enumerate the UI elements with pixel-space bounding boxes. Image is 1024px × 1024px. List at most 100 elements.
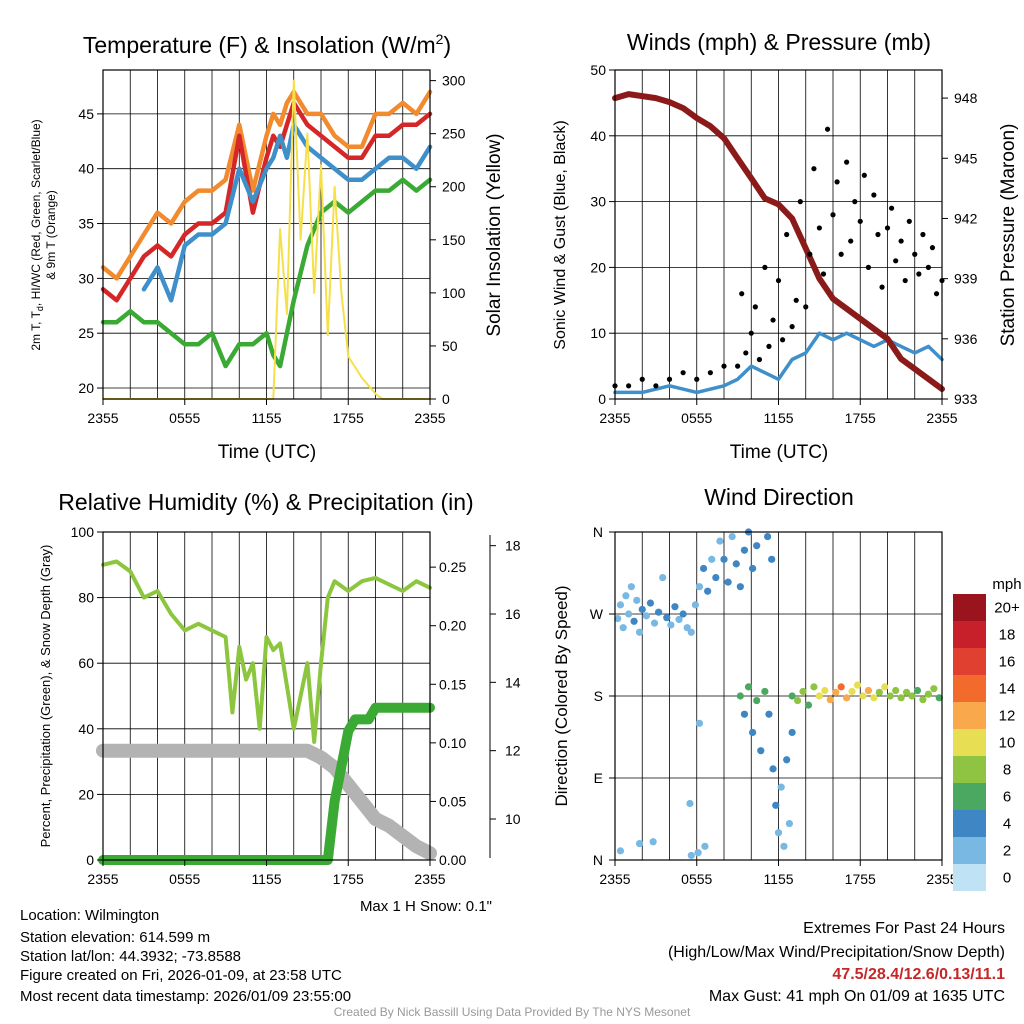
gust-point [707, 370, 713, 376]
gust-point [884, 225, 891, 231]
legend-label: 20+ [994, 600, 1020, 617]
legend-swatch [953, 648, 986, 675]
snow-depth-tick-label: 12 [505, 743, 521, 759]
direction-point [650, 619, 659, 627]
legend-label: 12 [999, 708, 1016, 725]
precip-ytick-label: 0.10 [439, 735, 466, 751]
direction-point [655, 608, 663, 616]
pressure-ytick-label: 936 [954, 331, 978, 347]
direction-point [793, 696, 802, 705]
direction-point [732, 560, 740, 568]
winds-panel: Winds (mph) & Pressure (mb) 0 10 20 30 40 50 9… [552, 29, 1019, 463]
speed-legend: 20+ 18 16 14 12 10 8 6 4 2 0 [953, 594, 1020, 891]
direction-point [753, 542, 761, 550]
gust-point [807, 251, 813, 257]
direction-point [744, 683, 753, 691]
direction-point [675, 615, 683, 624]
humidity-xtick-label: 2355 [87, 871, 118, 887]
wind-direction-xtick-label: 1755 [845, 871, 876, 887]
temperature-ytick-label: 45 [78, 106, 94, 122]
humidity-ytick-label: 20 [78, 786, 94, 802]
direction-point [799, 687, 807, 696]
direction-point [691, 601, 699, 609]
gust-point [775, 277, 782, 284]
precip-ytick-label: 0.05 [439, 793, 466, 809]
wind-direction-ytick-label: E [594, 770, 603, 786]
humidity-panel: Relative Humidity (%) & Precipitation (i… [38, 489, 521, 915]
legend-swatch [953, 594, 986, 621]
direction-point [826, 696, 834, 704]
extremes-subtitle: (High/Low/Max Wind/Precipitation/Snow De… [667, 944, 1005, 961]
pressure-ytick-label: 945 [954, 150, 978, 166]
snow-note: Max 1 H Snow: 0.1" [360, 898, 492, 915]
series-relative-humidity [101, 559, 432, 744]
gust-point [793, 297, 799, 303]
direction-point [667, 621, 675, 629]
direction-point [821, 686, 829, 695]
wind-direction-ytick-label: S [594, 688, 603, 704]
gust-point [898, 238, 904, 244]
info-latlon: Station lat/lon: 44.3932; -73.8588 [20, 948, 242, 965]
gust-point [797, 199, 803, 205]
legend-swatch [953, 702, 986, 729]
gust-point [834, 179, 840, 185]
direction-point [930, 685, 938, 693]
humidity-ylabel: Percent, Precipitation (Green), & Snow D… [38, 545, 53, 848]
legend-swatch [953, 675, 986, 702]
direction-point [837, 683, 845, 691]
direction-point [627, 583, 635, 591]
direction-point [663, 614, 671, 622]
direction-point [686, 799, 694, 808]
direction-point [753, 696, 761, 705]
gust-point [789, 324, 795, 330]
direction-point [757, 747, 765, 755]
precip-ytick-label: 0.00 [439, 852, 466, 868]
extremes-values: 47.5/28.4/12.6/0.13/11.1 [832, 966, 1005, 983]
series-precipitation [98, 702, 435, 865]
temperature-xtick-label: 1755 [333, 410, 364, 426]
winds-xtick-label: 1155 [763, 410, 793, 426]
pressure-ytick-label: 933 [954, 391, 978, 407]
gust-point [639, 376, 645, 382]
legend-swatch [953, 810, 986, 837]
winds-ytick-label: 40 [590, 128, 606, 144]
wind-direction-ytick-label: W [590, 606, 604, 622]
gust-point [748, 330, 754, 336]
wind-direction-panel: Wind Direction N E S W N 2355 0555 1155 1755 2355… [552, 484, 1022, 891]
direction-point [913, 686, 922, 695]
temperature-xtick-label: 0555 [169, 410, 200, 426]
humidity-ytick-label: 40 [78, 721, 94, 737]
pressure-ytick-label: 948 [954, 90, 978, 106]
direction-point [712, 573, 720, 582]
gust-point [756, 356, 763, 363]
legend-swatch [953, 783, 986, 810]
direction-point [642, 612, 650, 620]
legend-swatch [953, 864, 986, 891]
direction-point [695, 583, 704, 591]
direction-point [783, 756, 791, 764]
temperature-xtick-label: 2355 [414, 410, 445, 426]
precip-ytick-label: 0.25 [439, 559, 466, 575]
legend-swatch [953, 729, 986, 756]
direction-point [720, 555, 728, 563]
humidity-ytick-label: 100 [71, 524, 95, 540]
gust-point [857, 218, 863, 224]
direction-point [749, 564, 757, 573]
humidity-xtick-label: 1155 [251, 871, 281, 887]
direction-point [788, 692, 796, 700]
wind-direction-xtick-label: 1155 [763, 871, 793, 887]
humidity-xtick-label: 0555 [169, 871, 200, 887]
wind-direction-ytick-label: N [593, 852, 603, 868]
footer-credit: Created By Nick Bassill Using Data Provi… [333, 1005, 691, 1019]
direction-point [716, 537, 724, 545]
legend-label: 6 [1003, 789, 1011, 806]
direction-point [881, 683, 889, 691]
direction-point [886, 692, 894, 700]
direction-point [708, 555, 716, 563]
gust-point [694, 376, 700, 382]
series-hi-wc [141, 122, 433, 303]
direction-point [761, 687, 769, 696]
gust-point [811, 166, 817, 172]
humidity-xtick-label: 2355 [414, 871, 445, 887]
